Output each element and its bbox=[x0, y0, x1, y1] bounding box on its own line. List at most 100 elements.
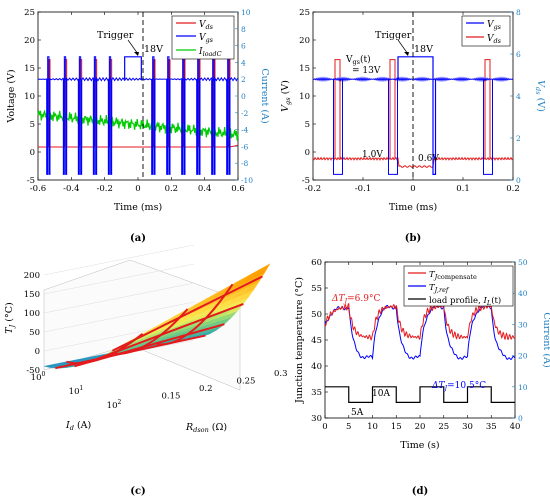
tj-ref-line bbox=[324, 304, 516, 361]
surface-contour bbox=[111, 308, 189, 355]
y-tick-label: 15 bbox=[299, 64, 310, 74]
vgs-pulse bbox=[151, 56, 156, 175]
tj-compensate-line bbox=[324, 302, 516, 342]
y2-tick-label: 8 bbox=[241, 25, 246, 34]
x-tick-label: -0.2 bbox=[305, 184, 321, 194]
y-tick-label: 5 bbox=[305, 120, 310, 130]
surface-contour bbox=[156, 283, 234, 346]
y2-tick-label: 0 bbox=[518, 414, 523, 423]
panel-b: -0.2 -0.1 0 0.1 0.2 -5 0 5 10 15 20 25 0 2 4 6 8 Trigger… bbox=[280, 8, 546, 244]
y-tick-label: 40 bbox=[311, 362, 322, 372]
vgs-pulse bbox=[166, 56, 171, 175]
dt2-annotation: ΔTJ=10.5°C bbox=[431, 381, 486, 392]
trigger-arrow bbox=[127, 39, 139, 55]
y-tick-label: 0.25 bbox=[237, 377, 256, 387]
surface-patch bbox=[253, 263, 271, 279]
grid-line bbox=[43, 301, 195, 333]
caption-d: (d) bbox=[412, 486, 428, 497]
y-tick-label: 0.15 bbox=[162, 392, 181, 402]
traces bbox=[324, 302, 516, 403]
vgs-pulse bbox=[107, 56, 113, 175]
x-tick-label: 0.2 bbox=[506, 184, 520, 194]
y-tick-label: 60 bbox=[311, 258, 322, 268]
panel-d: 0 5 10 15 20 25 30 35 40 30 35 40 45 50 55 60 0 10 20 30 40 5… bbox=[294, 258, 550, 497]
x-tick-label: 0.6 bbox=[231, 184, 245, 194]
y2-tick-label: -2 bbox=[241, 109, 249, 118]
y-tick-label: 50 bbox=[311, 310, 322, 320]
y2-tick-label: 8 bbox=[516, 8, 521, 17]
y2-tick-label: 4 bbox=[241, 58, 246, 67]
y-tick-label: 0 bbox=[30, 148, 35, 158]
y-tick-label: 0 bbox=[305, 148, 310, 158]
y2-tick-label: 40 bbox=[518, 289, 528, 298]
y2-tick-label: -4 bbox=[241, 126, 249, 135]
vgs-baseline bbox=[37, 76, 239, 82]
y-tick-label: 30 bbox=[311, 414, 322, 424]
panel-a: -0.6 -0.4 -0.2 0 0.2 0.4 0.6-50510152025-10-8-… bbox=[6, 8, 270, 244]
legend-l2: TJ,ref bbox=[429, 283, 450, 294]
x-tick-label: -0.6 bbox=[30, 184, 46, 194]
y2-tick-label: 6 bbox=[516, 50, 521, 59]
x-tick-label: -0.1 bbox=[355, 184, 371, 194]
y-tick-label: -5 bbox=[27, 176, 35, 186]
level-label: 18V bbox=[144, 44, 163, 55]
legend-l1: TJcompensate bbox=[429, 270, 477, 281]
x-axis-label: Time (ms) bbox=[114, 202, 162, 213]
y-tick-label: 5 bbox=[30, 120, 35, 130]
vds-pulse bbox=[334, 59, 341, 159]
y2-tick-label: -6 bbox=[241, 142, 249, 151]
caption-b: (b) bbox=[405, 233, 421, 244]
vgs-trigger bbox=[124, 56, 142, 80]
v1-annotation: 1.0V bbox=[362, 150, 383, 160]
x-tick-label: 0.1 bbox=[456, 184, 470, 194]
svg-text:Vgs: Vgs bbox=[199, 33, 214, 44]
y-axis-label: Voltage (V) bbox=[6, 69, 17, 123]
y2-axis-label: Vds (V) bbox=[534, 80, 546, 112]
trigger-arrowhead bbox=[134, 52, 139, 56]
y2-tick-label: 4 bbox=[516, 92, 521, 101]
y2-tick-label: 10 bbox=[518, 383, 528, 392]
z-tick-label: 100 bbox=[24, 309, 40, 319]
x-tick-label: 0.2 bbox=[165, 184, 179, 194]
caption-c: (c) bbox=[130, 486, 146, 497]
z-tick-label: 200 bbox=[24, 271, 40, 281]
y-tick-label: 0.3 bbox=[274, 369, 288, 379]
y2-tick-label: 6 bbox=[241, 42, 246, 51]
surface-contour bbox=[66, 332, 144, 365]
i2-annotation: 10A bbox=[372, 389, 390, 399]
x-tick-label: 100 bbox=[31, 371, 46, 383]
vgs-dip bbox=[483, 79, 493, 175]
x-tick-label: 30 bbox=[462, 422, 473, 432]
trigger-label: Trigger bbox=[97, 30, 134, 41]
y2-tick-label: 0 bbox=[516, 176, 521, 185]
axis-ticks: -0.2 -0.1 0 0.1 0.2 -5 0 5 10 15 20 25 0 2 4 6 8 bbox=[299, 8, 521, 194]
y-axis-label: Rdson (Ω) bbox=[185, 422, 227, 434]
y2-tick-label: 20 bbox=[518, 352, 528, 361]
y2-axis-label: Current (A) bbox=[541, 312, 550, 367]
y2-tick-label: -10 bbox=[241, 176, 253, 185]
svg-text:IloadC: IloadC bbox=[198, 47, 222, 58]
trigger-label: Trigger bbox=[375, 30, 412, 41]
y-tick-label: 10 bbox=[299, 92, 310, 102]
x-tick-label: 0.4 bbox=[198, 184, 212, 194]
x-tick-label: 5 bbox=[346, 422, 351, 432]
dt1-annotation: ΔTJ=6.9°C bbox=[331, 294, 380, 305]
vds-pulse bbox=[389, 59, 396, 159]
iload-line bbox=[37, 109, 239, 141]
vgs-pulse bbox=[77, 56, 83, 175]
vgs-pulse bbox=[62, 56, 68, 175]
y2-tick-label: 50 bbox=[518, 258, 528, 267]
axis-ticks: -50 0 50 100 150 200 100 101 102 0.15 0.2 0.25 0.3 bbox=[24, 271, 288, 411]
x-tick-label: 0 bbox=[410, 184, 415, 194]
z-tick-label: -50 bbox=[26, 366, 40, 376]
vgs-dip bbox=[333, 79, 343, 175]
y-tick-label: 20 bbox=[299, 36, 310, 46]
grid-line bbox=[43, 263, 195, 295]
x-tick-label: 35 bbox=[486, 422, 497, 432]
y-tick-label: 25 bbox=[24, 8, 35, 18]
x-axis-label: Id (A) bbox=[65, 420, 91, 432]
x-tick-label: 0 bbox=[322, 422, 327, 432]
axis-ticks: 0 5 10 15 20 25 30 35 40 30 35 40 45 50 55 60 0 10 20 30 40 5… bbox=[311, 258, 528, 432]
x-tick-label: 20 bbox=[415, 422, 426, 432]
x-tick-label: 40 bbox=[510, 422, 521, 432]
